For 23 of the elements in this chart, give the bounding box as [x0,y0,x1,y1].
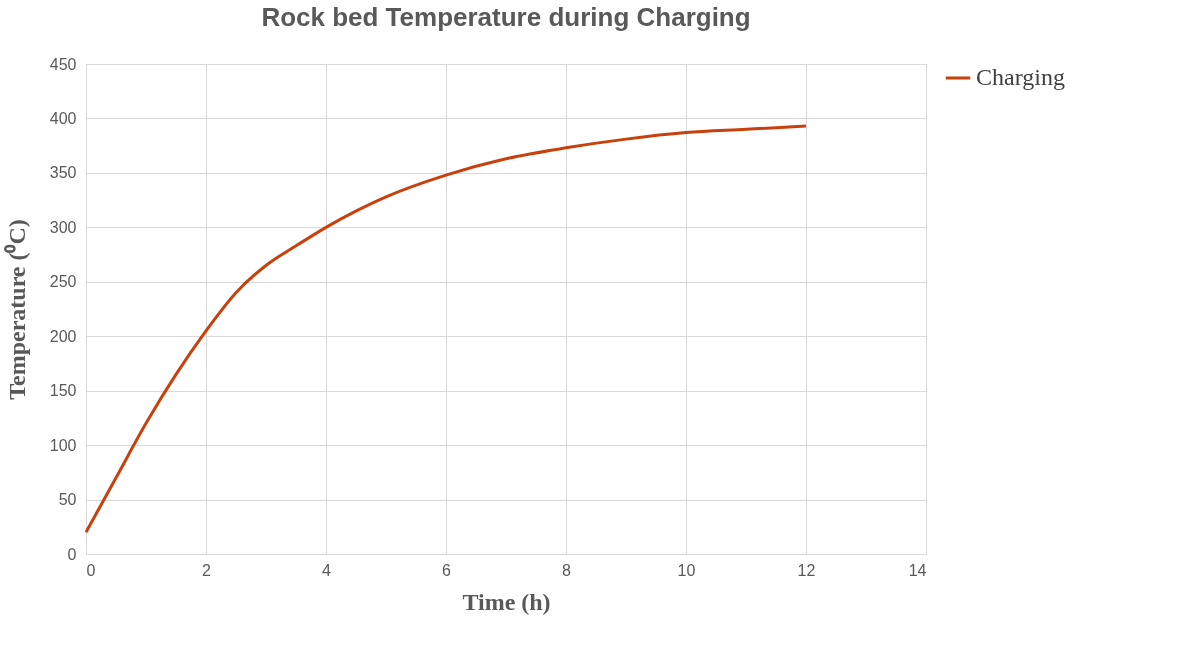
x-tick-label: 0 [86,561,96,579]
x-tick-label: 8 [562,561,572,579]
y-tick-label: 150 [49,382,77,400]
x-tick-label: 14 [908,561,927,579]
y-tick-label: 400 [49,109,77,127]
y-tick-label: 450 [49,55,77,73]
x-tick-label: 2 [202,561,212,579]
y-tick-label: 250 [49,273,77,291]
x-tick-label: 10 [677,561,696,579]
line-series [84,124,808,534]
y-axis-title: Temperature (⁰C) [3,219,30,400]
legend-label: Charging [976,64,1065,90]
chart-title: Rock bed Temperature during Charging [261,2,751,32]
x-axis-title: Time (h) [462,588,551,615]
y-tick-label: 100 [49,436,77,454]
y-tick-label: 350 [49,164,77,182]
x-tick-label: 4 [322,561,332,579]
x-tick-label: 6 [442,561,452,579]
y-tick-label: 300 [49,218,77,236]
y-tick-label: 0 [67,545,77,563]
x-tick-label: 12 [797,561,816,579]
y-tick-label: 200 [49,327,77,345]
y-tick-label: 50 [58,491,77,509]
